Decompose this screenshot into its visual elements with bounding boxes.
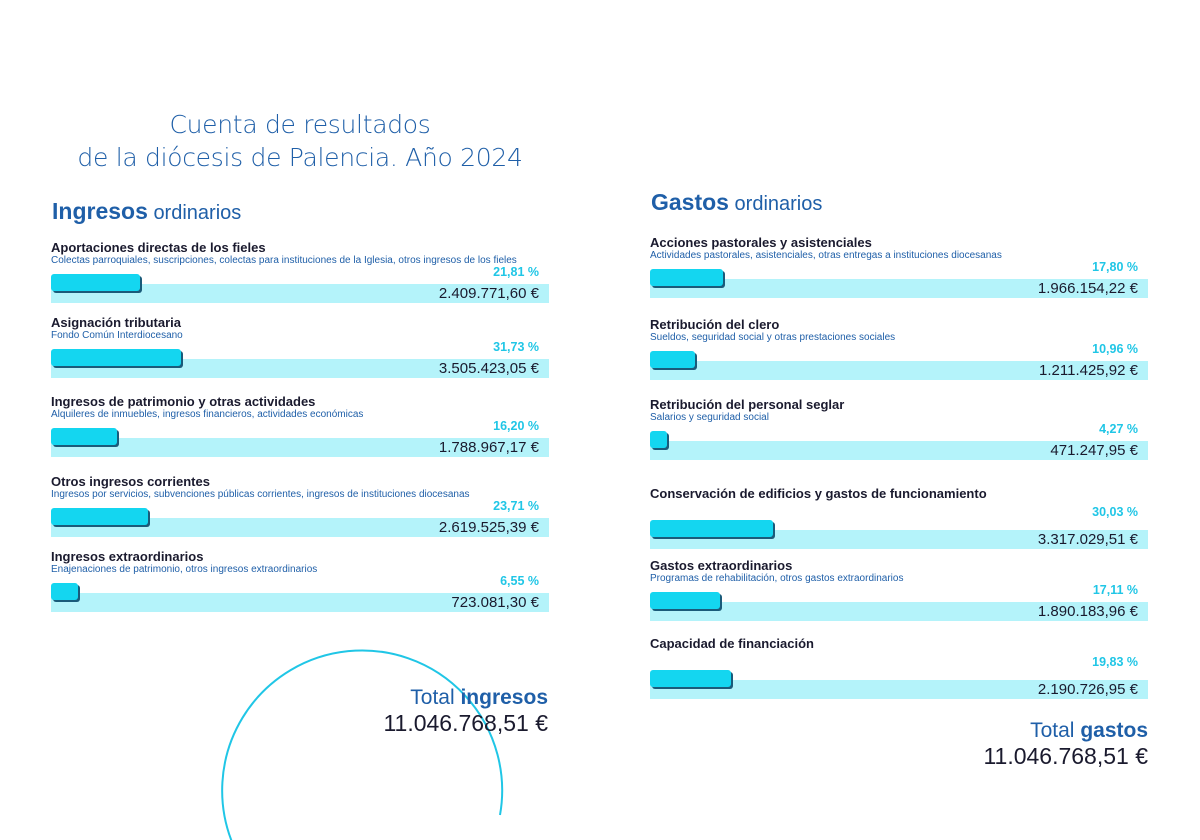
item-amount: 1.966.154,22 € [1037,280,1138,297]
item-subtitle: Alquileres de inmuebles, ingresos financ… [51,409,364,420]
item-bar-fill [650,520,773,537]
ingresos-item: Ingresos de patrimonio y otras actividad… [51,394,549,464]
item-bar-track [650,441,1148,460]
item-title: Acciones pastorales y asistenciales [650,235,872,250]
item-amount: 471.247,95 € [1050,442,1138,459]
gastos-heading-bold: Gastos [651,189,729,215]
item-bar-fill [51,428,117,445]
item-subtitle: Ingresos por servicios, subvenciones púb… [51,489,470,500]
gastos-item: Retribución del personal seglar Salarios … [650,397,1148,467]
item-bar-track [650,680,1148,699]
item-bar-fill [650,351,695,368]
item-bar-fill [650,431,667,448]
item-title: Ingresos extraordinarios [51,549,204,564]
item-bar-fill [51,349,181,366]
item-percent: 21,81 % [493,265,539,279]
gastos-item: Conservación de edificios y gastos de fu… [650,486,1148,556]
total-ingresos-label-light: Total [410,686,455,709]
item-bar-fill [51,274,140,291]
item-title: Retribución del clero [650,317,780,332]
item-title: Asignación tributaria [51,315,182,330]
item-subtitle: Fondo Común Interdiocesano [51,330,183,341]
item-bar-track [51,438,549,457]
item-subtitle: Salarios y seguridad social [650,412,769,423]
item-bar-fill [51,583,78,600]
total-ingresos: Total ingresos 11.046.768,51 € [300,686,548,737]
item-percent: 17,80 % [1092,260,1138,274]
item-bar-track [51,593,549,612]
ingresos-heading-bold: Ingresos [52,198,148,224]
item-title: Retribución del personal seglar [650,397,845,412]
item-amount: 2.190.726,95 € [1037,681,1138,698]
item-title: Gastos extraordinarios [650,558,793,573]
item-bar-track [51,284,549,303]
item-title: Aportaciones directas de los fieles [51,240,266,255]
ingresos-item: Aportaciones directas de los fieles Colec… [51,240,549,310]
total-gastos-label-light: Total [1030,719,1075,742]
item-bar-track [650,530,1148,549]
item-amount: 723.081,30 € [451,594,539,611]
item-subtitle: Programas de rehabilitación, otros gasto… [650,573,904,584]
item-subtitle: Sueldos, seguridad social y otras presta… [650,332,896,343]
item-subtitle: Colectas parroquiales, suscripciones, co… [51,255,517,266]
item-bar-track [650,361,1148,380]
item-bar-track [650,602,1148,621]
gastos-item: Acciones pastorales y asistenciales Activ… [650,235,1148,305]
item-percent: 16,20 % [493,419,539,433]
page-title: Cuenta de resultados de la diócesis de P… [50,108,550,174]
page-title-line2: de la diócesis de Palencia. Año 2024 [77,143,523,172]
page-title-line1: Cuenta de resultados [169,110,431,139]
item-percent: 23,71 % [493,499,539,513]
item-title: Otros ingresos corrientes [51,474,210,489]
gastos-heading: Gastos ordinarios [651,189,822,216]
item-percent: 31,73 % [493,340,539,354]
item-amount: 3.317.029,51 € [1037,531,1138,548]
item-bar-fill [650,269,723,286]
total-ingresos-label-bold: ingresos [460,686,548,709]
item-amount: 2.619.525,39 € [438,519,539,536]
total-gastos-label: Total gastos [880,719,1148,743]
item-amount: 1.788.967,17 € [438,439,539,456]
item-subtitle: Enajenaciones de patrimonio, otros ingre… [51,564,318,575]
gastos-item: Gastos extraordinarios Programas de rehab… [650,558,1148,628]
gastos-heading-rest: ordinarios [734,193,823,215]
item-percent: 17,11 % [1092,583,1138,597]
ingresos-heading-rest: ordinarios [153,202,242,224]
gastos-item: Retribución del clero Sueldos, seguridad … [650,317,1148,387]
item-amount: 1.211.425,92 € [1039,362,1138,379]
item-percent: 30,03 % [1092,505,1138,519]
item-subtitle: Actividades pastorales, asistenciales, o… [650,250,1002,261]
item-amount: 3.505.423,05 € [438,360,539,377]
total-gastos-value: 11.046.768,51 € [983,743,1148,769]
ingresos-item: Otros ingresos corrientes Ingresos por se… [51,474,549,544]
total-gastos-label-bold: gastos [1080,719,1148,742]
item-bar-track [51,518,549,537]
item-bar-fill [650,670,731,687]
item-percent: 6,55 % [500,574,539,588]
item-title: Capacidad de financiación [650,636,814,651]
item-bar-fill [650,592,720,609]
item-percent: 19,83 % [1092,655,1138,669]
item-title: Ingresos de patrimonio y otras actividad… [51,394,316,409]
ingresos-item: Ingresos extraordinarios Enajenaciones de… [51,549,549,619]
total-gastos: Total gastos 11.046.768,51 € [880,719,1148,770]
item-bar-track [650,279,1148,298]
item-amount: 1.890.183,96 € [1037,603,1138,620]
gastos-item: Capacidad de financiación 19,83 % 2.190.72… [650,636,1148,706]
item-percent: 4,27 % [1099,422,1138,436]
item-percent: 10,96 % [1092,342,1138,356]
total-ingresos-value: 11.046.768,51 € [383,710,548,736]
item-amount: 2.409.771,60 € [438,285,539,302]
item-bar-fill [51,508,148,525]
item-title: Conservación de edificios y gastos de fu… [650,486,987,501]
ingresos-heading: Ingresos ordinarios [52,198,241,225]
ingresos-item: Asignación tributaria Fondo Común Interdi… [51,315,549,385]
total-ingresos-label: Total ingresos [300,686,548,710]
